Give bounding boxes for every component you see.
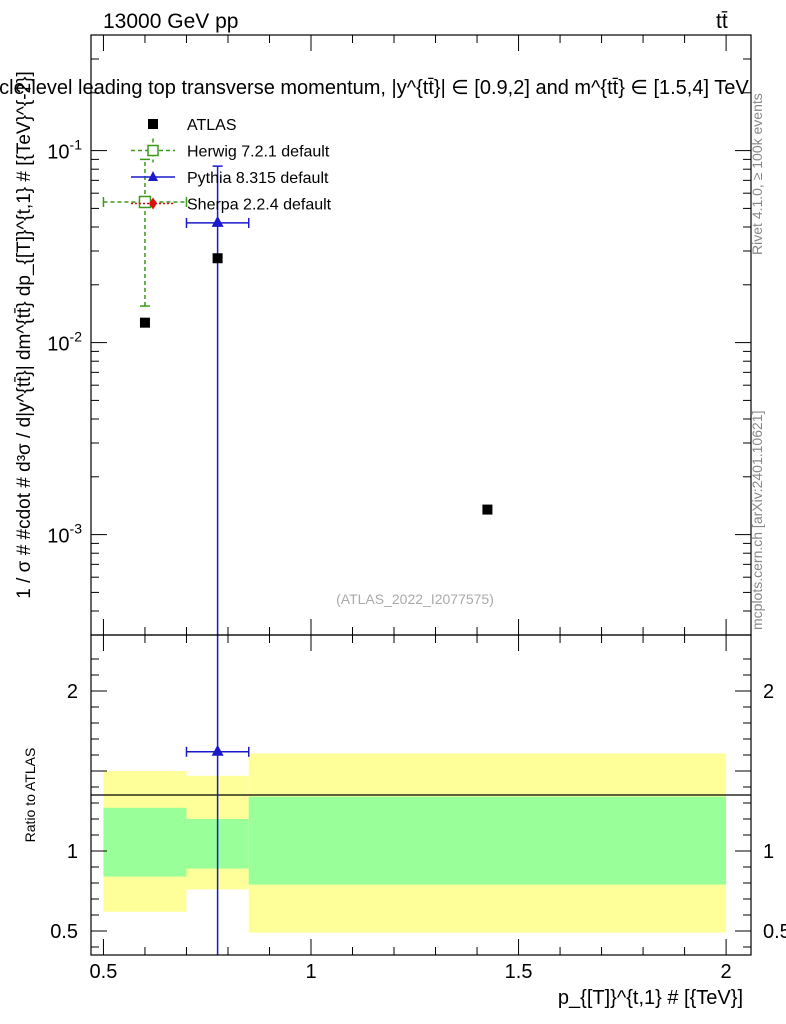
main-data-marks — [102, 158, 493, 635]
legend-label: Herwig 7.2.1 default — [187, 144, 330, 161]
ratio-frame — [90, 634, 752, 956]
main-ytick-label: 10-3 — [47, 521, 82, 548]
ratio-ytick-label: 2 — [67, 681, 78, 703]
main-ylabel: 1 / σ # #cdot # d³σ / d|y^{tt̄}| dm^{tt̄… — [14, 71, 35, 598]
legend-pythia-marker — [148, 171, 158, 181]
legend-label: Pythia 8.315 default — [187, 170, 329, 187]
axis-ticks — [91, 34, 751, 955]
ratio-ytick-label: 0.5 — [50, 921, 78, 943]
xtick-label: 0.5 — [90, 961, 118, 983]
atlas-point — [139, 317, 150, 328]
ratio-ytick-label-right: 0.5 — [763, 921, 786, 943]
axis-tick-labels: 10-3 10-2 10-1 0.5 1 1.5 2 0.5 0.5 1 1 2 2 — [47, 137, 786, 983]
herwig-point — [138, 195, 152, 209]
ratio-band-inner-0 — [103, 807, 187, 877]
main-ytick-label: 10-2 — [47, 329, 82, 356]
xtick-label: 2 — [721, 961, 732, 983]
legend-herwig-marker — [147, 144, 159, 157]
plot-title: Particle-level leading top transverse mo… — [0, 77, 749, 99]
ratio-ytick-label-right: 2 — [763, 681, 774, 703]
ratio-ylabel: Ratio to ATLAS — [22, 748, 38, 843]
atlas-point — [212, 253, 223, 264]
energy-label: 13000 GeV pp — [103, 10, 238, 33]
main-ytick-label: 10-1 — [47, 137, 82, 164]
ratio-pythia-point — [211, 744, 224, 756]
legend-label: Sherpa 2.2.4 default — [187, 197, 332, 214]
legend-sherpa-marker — [149, 197, 157, 210]
ratio-bands — [103, 753, 727, 933]
xtick-label: 1.5 — [505, 961, 533, 983]
legend: ATLAS Herwig 7.2.1 default Pythia 8.315 de… — [131, 117, 332, 214]
ratio-band-inner-2 — [248, 796, 727, 885]
legend-label: ATLAS — [187, 117, 237, 134]
ratio-ytick-label: 1 — [67, 841, 78, 863]
ratio-xlabel: p_{[T]}^{t,1} # [{TeV}] — [558, 987, 743, 1009]
atlas-point — [482, 504, 493, 515]
xtick-label: 1 — [305, 961, 316, 983]
analysis-watermark: (ATLAS_2022_I2077575) — [336, 591, 494, 607]
ratio-data-marks — [185, 635, 250, 955]
mcplots-label: mcplots.cern.ch [arXiv:2401.10621] — [749, 411, 765, 630]
ratio-ytick-label-right: 1 — [763, 841, 774, 863]
process-label: tt̄ — [716, 10, 728, 33]
pythia-point — [211, 215, 224, 227]
rivet-label: Rivet 4.1.0, ≥ 100k events — [749, 93, 765, 255]
legend-atlas-marker — [148, 119, 158, 129]
